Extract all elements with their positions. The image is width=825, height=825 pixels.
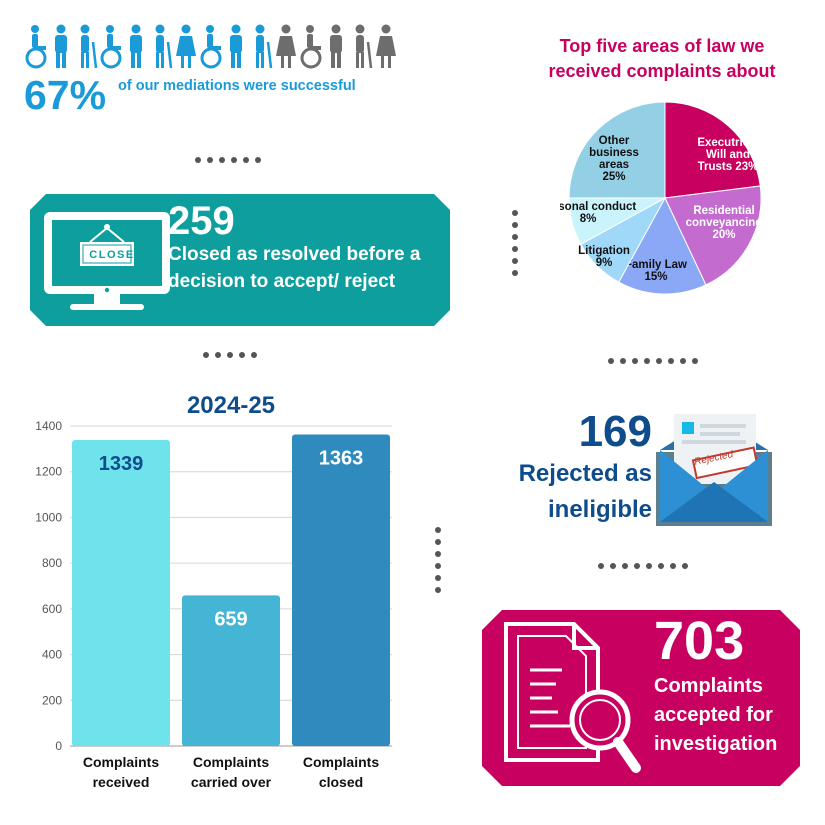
bar	[182, 595, 280, 746]
separator-dots	[608, 358, 698, 364]
elderly-person-icon	[155, 24, 173, 69]
rejected-text: Rejected as ineligible	[480, 456, 652, 528]
accepted-text-line1: Complaints	[654, 675, 763, 697]
pie-slice	[568, 101, 666, 199]
closed-text-line1: Closed as resolved before a	[168, 244, 421, 265]
elderly-person-icon	[255, 24, 273, 69]
mediation-percent: 67%	[24, 72, 107, 118]
accepted-text-line3: investigation	[654, 733, 778, 755]
accepted-number: 703	[654, 611, 745, 671]
bar-value-label: 1339	[99, 453, 144, 475]
separator-dots	[598, 563, 688, 569]
accepted-text-line2: accepted for	[654, 704, 773, 726]
closed-card	[30, 194, 450, 326]
close-sign-text: CLOSE	[89, 249, 135, 261]
monitor-icon	[44, 212, 170, 310]
pie-title: Top five areas of law we received compla…	[512, 34, 812, 84]
pie-title-line1: Top five areas of law we	[559, 36, 765, 56]
people-icons-row	[25, 24, 396, 69]
closed-text-line2: decision to accept/ reject	[168, 270, 396, 292]
accepted-text: Complaints accepted for investigation	[654, 672, 777, 759]
y-tick-label: 1200	[35, 465, 62, 479]
magnifier-document-icon	[504, 622, 641, 773]
bar	[292, 434, 390, 746]
pie-slice	[664, 101, 761, 199]
pie-slice-label: Family Law 15%	[625, 259, 687, 283]
rejected-envelope-icon	[656, 414, 772, 526]
accepted-card	[482, 610, 800, 786]
pie-slice-label: Residential conveyancing 20%	[686, 205, 763, 241]
y-tick-label: 200	[42, 693, 62, 707]
y-tick-label: 600	[42, 602, 62, 616]
wheelchair-user-icon	[200, 25, 222, 69]
wheelchair-user-icon	[300, 25, 322, 69]
closed-number: 259	[168, 199, 235, 243]
person-icon	[55, 24, 67, 68]
mediation-text: of our mediations were successful	[118, 78, 356, 94]
elderly-person-icon	[80, 24, 98, 69]
pie-slice-label: Other business areas 25%	[589, 135, 639, 183]
wheelchair-user-icon	[25, 25, 47, 69]
bar-value-label: 659	[214, 608, 247, 630]
person-icon	[330, 24, 342, 68]
y-tick-label: 800	[42, 556, 62, 570]
y-tick-label: 0	[55, 739, 62, 753]
woman-icon	[276, 24, 296, 68]
y-tick-label: 400	[42, 648, 62, 662]
person-icon	[130, 24, 142, 68]
x-tick-label: Complaints received	[83, 754, 159, 790]
pie-slice	[618, 196, 707, 295]
elderly-person-icon	[355, 24, 373, 69]
bar	[72, 439, 170, 746]
person-icon	[230, 24, 242, 68]
wheelchair-user-icon	[100, 25, 122, 69]
separator-dots	[195, 157, 261, 163]
separator-dots-vertical	[512, 210, 518, 276]
bar-value-label: 1363	[319, 447, 364, 469]
rejected-number: 169	[578, 407, 652, 456]
pie-slice-label: Litigation 9%	[578, 245, 630, 269]
x-tick-label: Complaints carried over	[191, 754, 272, 790]
bar-chart: 0 200 400 600 800 1000 1200 1400 1339 Complaints r…	[35, 419, 392, 790]
pie-slice	[664, 185, 762, 286]
y-tick-label: 1000	[35, 510, 62, 524]
y-tick-label: 1400	[35, 419, 62, 433]
pie-chart: Executries, Will and Trusts 23% Residential…	[560, 101, 763, 295]
woman-icon	[176, 24, 196, 68]
pie-slice-label: Executries, Will and Trusts 23%	[697, 137, 758, 173]
woman-icon	[376, 24, 396, 68]
rejected-text-line1: Rejected as	[518, 460, 652, 487]
pie-title-line2: received complaints about	[548, 61, 776, 82]
bar-chart-title: 2024-25	[186, 392, 276, 419]
rejected-text-line2: ineligible	[547, 496, 652, 523]
x-tick-label: Complaints closed	[303, 754, 379, 790]
separator-dots	[203, 352, 257, 358]
separator-dots-vertical	[435, 527, 441, 593]
closed-text: Closed as resolved before a decision to …	[168, 242, 420, 295]
